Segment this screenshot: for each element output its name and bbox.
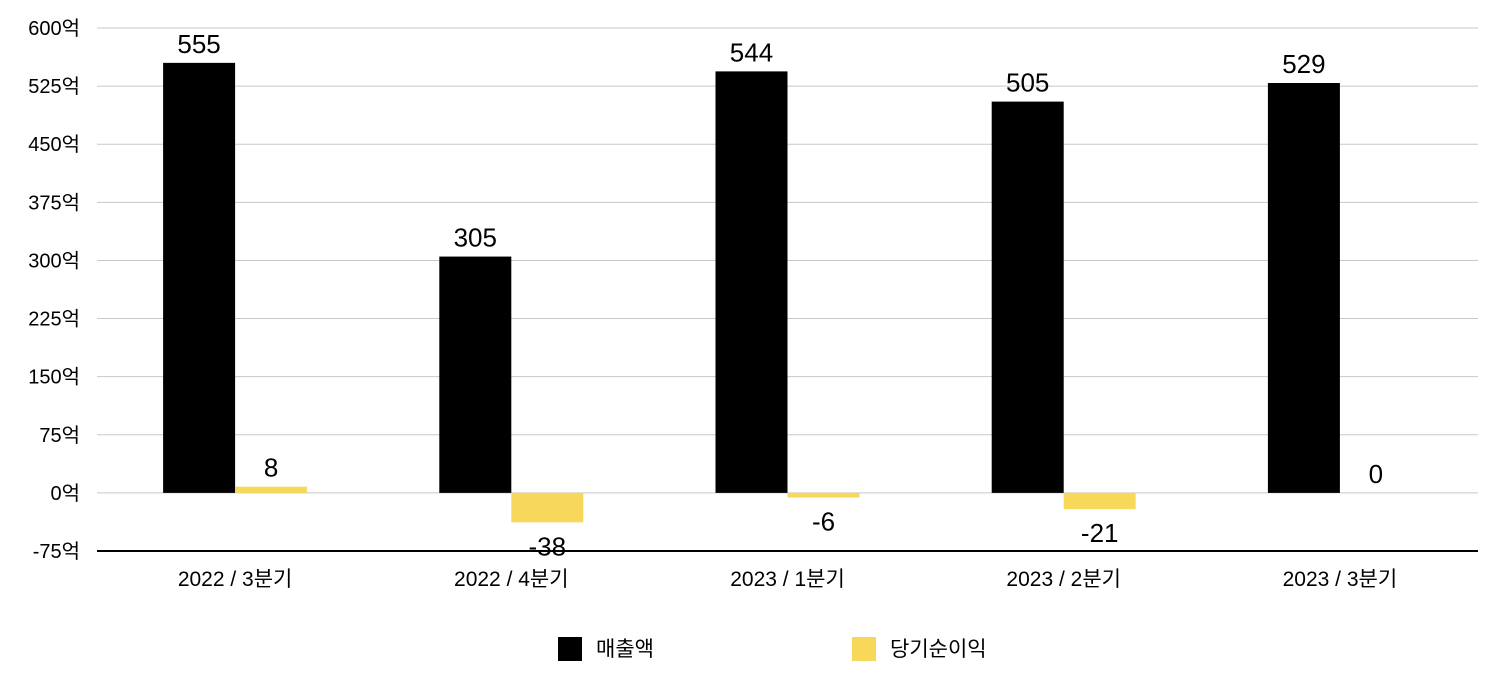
data-label: 8 [264,453,278,483]
y-tick-label: 300억 [28,249,80,272]
bar-revenue [991,101,1064,493]
data-label: 305 [454,223,497,253]
data-label: 0 [1369,459,1383,489]
legend-label: 매출액 [596,638,654,661]
y-tick-label: 525억 [28,75,80,98]
legend: 매출액 당기순이익 [558,637,987,661]
x-axis: 2022 / 3분기 2022 / 4분기 2023 / 1분기 2023 / 2분기… [178,568,1397,591]
bar-net-income [1063,492,1136,510]
bars [163,62,1340,523]
x-tick-label: 2022 / 4분기 [454,568,569,591]
y-axis: 600억 525억 450억 375억 300억 225억 150억 75억 0억 -75억 [28,17,80,563]
data-label: -21 [1081,518,1119,548]
data-label: 505 [1006,68,1049,98]
bar-revenue [715,71,788,493]
y-tick-label: 450억 [28,133,80,156]
data-label: 555 [177,29,220,59]
y-tick-label: 0억 [50,482,80,505]
y-tick-label: 150억 [28,366,80,389]
x-tick-label: 2023 / 1분기 [730,568,845,591]
bar-revenue [163,62,236,493]
legend-label: 당기순이익 [890,638,987,661]
x-tick-label: 2022 / 3분기 [178,568,293,591]
y-tick-label: 225억 [28,308,80,331]
legend-swatch [852,637,876,661]
bar-net-income [235,486,308,493]
bar-net-income [787,492,860,498]
x-tick-label: 2023 / 2분기 [1006,568,1121,591]
x-tick-label: 2023 / 3분기 [1283,568,1398,591]
y-tick-label: 375억 [28,191,80,214]
y-tick-label: 75억 [39,424,80,447]
y-tick-label: -75억 [33,540,80,563]
y-tick-label: 600억 [28,17,80,40]
data-labels: 555 8 305 -38 544 -6 505 -21 529 0 [177,29,1383,561]
legend-swatch [558,637,582,661]
bar-revenue [1267,83,1340,493]
data-label: 544 [730,37,773,67]
data-label: -38 [529,531,567,561]
bar-net-income [511,492,584,523]
bar-revenue [439,256,512,493]
data-label: 529 [1282,49,1325,79]
data-label: -6 [812,507,835,537]
